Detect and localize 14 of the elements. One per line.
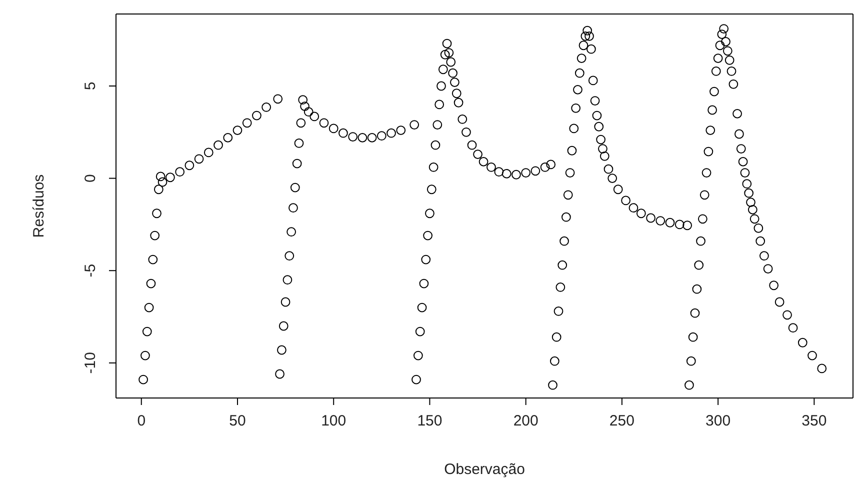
x-tick-label: 0 — [137, 412, 146, 430]
y-tick-label: 5 — [82, 82, 99, 90]
x-axis-title: Observação — [444, 461, 525, 478]
x-tick-label: 100 — [321, 412, 346, 430]
y-tick-label: -5 — [82, 264, 99, 278]
y-axis-title: Resíduos — [30, 174, 48, 238]
x-tick-label: 250 — [609, 412, 634, 430]
x-tick-label: 350 — [802, 412, 827, 430]
x-tick-label: 300 — [706, 412, 731, 430]
x-tick-label: 50 — [229, 412, 246, 430]
y-tick-label: -10 — [82, 352, 99, 374]
x-tick-label: 200 — [513, 412, 538, 430]
x-tick-label: 150 — [417, 412, 442, 430]
y-tick-label: 0 — [82, 174, 99, 182]
